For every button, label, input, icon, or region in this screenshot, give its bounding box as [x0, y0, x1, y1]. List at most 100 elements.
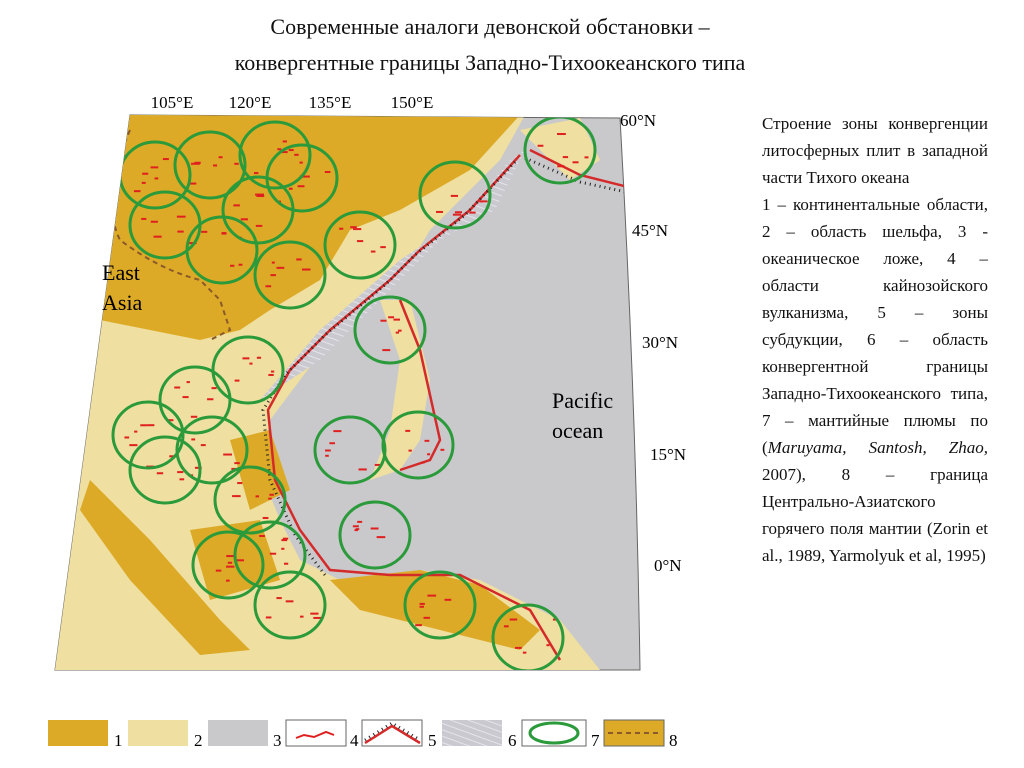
volcanic-area — [177, 471, 184, 474]
legend-label: 6 — [508, 731, 517, 750]
continent — [80, 480, 250, 655]
volcanic-area — [296, 258, 302, 261]
title: конвергентные границы Западно-Тихоокеанс… — [234, 50, 746, 75]
longitude-label: 120°E — [229, 93, 272, 112]
region-label: Asia — [102, 290, 143, 315]
legend-label: 8 — [669, 731, 678, 750]
volcanic-area — [300, 615, 304, 618]
volcanic-area — [284, 562, 289, 565]
plume-circle — [338, 500, 412, 570]
volcanic-area — [232, 495, 241, 498]
plume-circle — [381, 410, 455, 480]
plume-circle — [253, 570, 327, 640]
legend-label: 5 — [428, 731, 437, 750]
volcanic-area — [424, 439, 430, 442]
volcanic-area — [329, 442, 336, 445]
volcanic-area — [408, 449, 412, 452]
volcanic-area — [213, 164, 218, 167]
plume-circle — [128, 435, 202, 505]
volcanic-area — [301, 175, 310, 178]
volcanic-area — [269, 493, 274, 496]
plume-circle — [323, 210, 397, 280]
volcanic-area — [226, 579, 230, 582]
volcanic-area — [522, 651, 527, 654]
volcanic-area — [440, 448, 445, 451]
latitude-label: 60°N — [620, 111, 656, 130]
volcanic-area — [395, 331, 400, 334]
volcanic-area — [419, 602, 425, 605]
description: Строение зоны конвергенции литосферных п… — [762, 110, 988, 569]
volcanic-area — [393, 318, 400, 321]
continent — [230, 430, 290, 510]
volcanic-area — [182, 396, 189, 399]
volcanic-area — [255, 224, 263, 227]
volcanic-area — [469, 211, 476, 214]
volcanic-area — [479, 200, 488, 203]
volcanic-area — [280, 151, 288, 154]
shelf — [520, 118, 600, 180]
legend: 1 2 3 4 5 6 7 8 — [48, 719, 678, 750]
volcanic-area — [297, 185, 305, 188]
volcanic-area — [557, 165, 565, 168]
volcanic-area — [179, 478, 185, 481]
volcanic-area — [285, 600, 294, 603]
volcanic-area — [141, 181, 146, 184]
longitude-label: 135°E — [309, 93, 352, 112]
plume-circle — [238, 120, 312, 190]
volcanic-area — [142, 172, 149, 175]
region-label: Pacific — [552, 388, 613, 413]
legend-swatch — [361, 719, 423, 747]
volcanic-area — [276, 266, 285, 269]
volcanic-area — [237, 482, 243, 485]
volcanic-area — [572, 161, 579, 164]
legend-label: 4 — [350, 731, 359, 750]
volcanic-area — [218, 156, 223, 159]
volcanic-area — [282, 537, 289, 540]
continent — [330, 570, 540, 650]
volcanic-area — [200, 444, 206, 447]
volcanic-area — [129, 444, 138, 447]
volcanic-area — [374, 463, 383, 466]
volcanic-area — [503, 625, 509, 628]
volcanic-area — [415, 624, 422, 627]
volcanic-area — [301, 268, 311, 271]
legend-label: 3 — [273, 731, 282, 750]
legend-swatch — [285, 719, 347, 747]
plume-circle — [403, 570, 477, 640]
volcanic-area — [398, 329, 402, 332]
volcanic-area — [226, 555, 234, 558]
volcanic-area — [190, 415, 198, 418]
volcanic-area — [154, 177, 159, 180]
volcanic-area — [234, 379, 240, 382]
volcanic-area — [358, 468, 367, 471]
plume-circle — [491, 603, 565, 670]
volcanic-area — [427, 594, 437, 597]
longitude-label: 105°E — [151, 93, 194, 112]
volcanic-area — [256, 356, 262, 359]
volcanic-area — [352, 228, 362, 231]
subduction-line — [266, 148, 640, 661]
volcanic-area — [186, 381, 190, 384]
volcanic-area — [153, 235, 162, 238]
volcanic-area — [226, 565, 235, 568]
legend-label: 7 — [591, 731, 600, 750]
volcanic-area — [238, 263, 243, 266]
volcanic-area — [421, 461, 425, 464]
volcanic-area — [268, 373, 274, 376]
volcanic-area — [557, 133, 566, 136]
volcanic-area — [454, 211, 463, 214]
volcanic-area — [310, 612, 319, 615]
volcanic-area — [221, 232, 227, 235]
volcanic-area — [141, 217, 147, 220]
plume-circle — [213, 465, 287, 535]
volcanic-area — [357, 520, 363, 523]
volcanic-area — [259, 535, 265, 538]
volcanic-area — [207, 398, 214, 401]
plume-circle — [173, 130, 247, 200]
latitude-label: 30°N — [642, 333, 678, 352]
volcanic-area — [234, 162, 239, 165]
volcanic-area — [452, 213, 462, 216]
volcanic-area — [423, 616, 430, 619]
plume-circle — [253, 240, 327, 310]
volcanic-area — [255, 495, 260, 498]
